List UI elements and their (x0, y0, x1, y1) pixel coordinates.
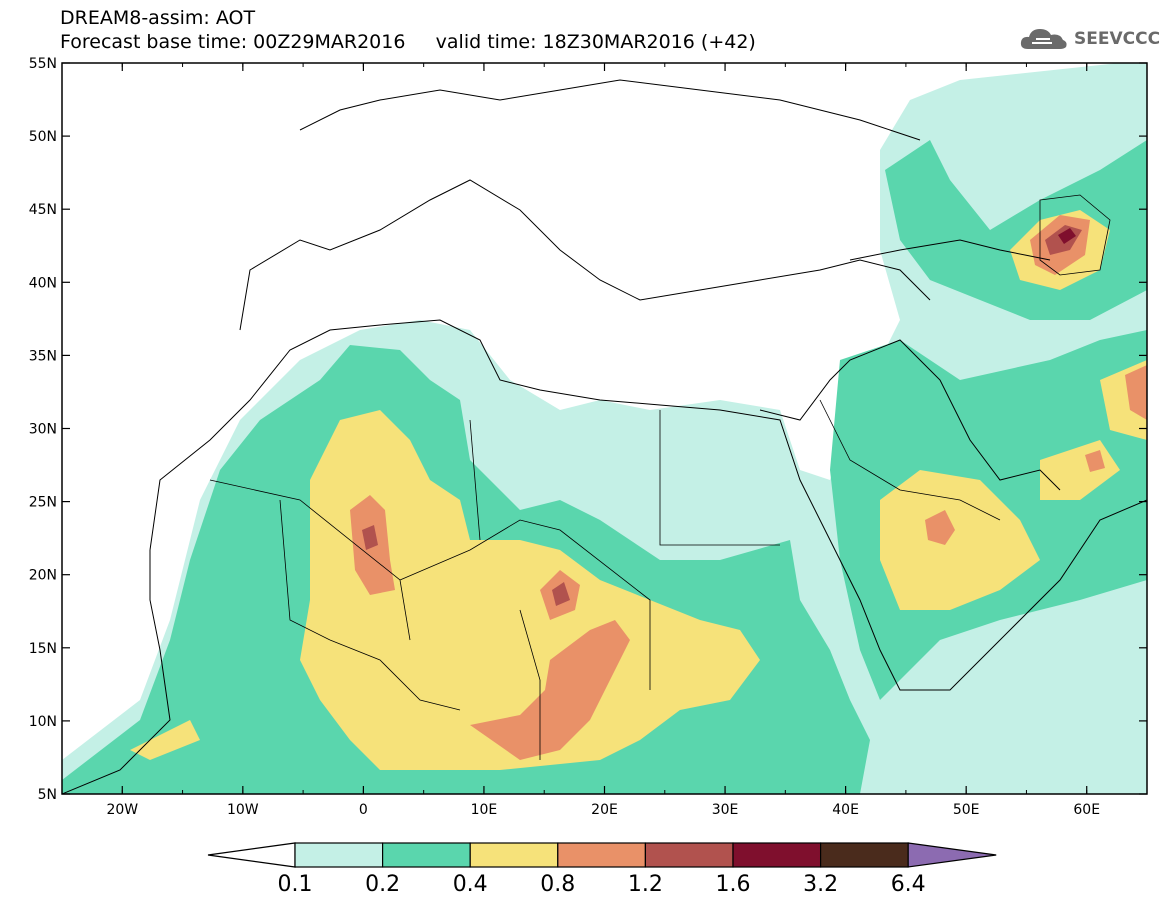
colorbar-swatch (294, 842, 384, 868)
colorbar-legend: 0.1 0.2 0.4 0.8 1.2 1.6 3.2 6.4 (207, 842, 997, 897)
colorbar-label: 1.6 (716, 872, 751, 897)
lon-tick-label: 30E (712, 802, 739, 818)
colorbar-label: 0.1 (278, 872, 313, 897)
colorbar-min-arrow (207, 842, 296, 868)
aot-band-0.4-0.8 (130, 210, 1147, 770)
lat-tick-label: 45N (29, 202, 57, 218)
lat-tick-label: 20N (29, 568, 57, 584)
colorbar-swatch (557, 842, 646, 868)
colorbar-swatch (382, 842, 471, 868)
colorbar-swatch (469, 842, 559, 868)
cloud-icon (1020, 29, 1067, 49)
lon-tick-label: 20E (591, 802, 618, 818)
lat-tick-label: 40N (29, 275, 57, 291)
colorbar-max-arrow (907, 842, 997, 868)
coastlines (62, 79, 1147, 794)
lon-tick-label: 60E (1073, 802, 1100, 818)
lat-tick-label: 50N (29, 129, 57, 145)
lat-tick-label: 10N (29, 714, 57, 730)
colorbar-swatch (819, 842, 909, 868)
colorbar-label: 0.4 (453, 872, 488, 897)
lat-tick-label: 15N (29, 641, 57, 657)
colorbar-swatch (732, 842, 822, 868)
lat-tick-label: 5N (38, 787, 57, 803)
colorbar-label: 6.4 (891, 872, 926, 897)
latitude-axis: 55N 50N 45N 40N 35N 30N 25N 20N 15N 10N 5N (29, 56, 1147, 803)
longitude-axis: 20W 10W 0 10E 20E 30E 40E 50E 60E (61, 63, 1148, 818)
seevccc-logo: SEEVCCC (1018, 25, 1160, 53)
colorbar-label: 0.2 (365, 872, 400, 897)
colorbar-label: 1.2 (628, 872, 663, 897)
map-title: DREAM8-assim: AOT (60, 7, 256, 29)
lon-tick-label: 20W (106, 802, 138, 818)
lat-tick-label: 25N (29, 495, 57, 511)
lat-tick-label: 55N (29, 56, 57, 72)
lat-tick-label: 35N (29, 348, 57, 364)
lat-tick-label: 30N (29, 422, 57, 438)
lon-tick-label: 10W (227, 802, 259, 818)
country-borders (209, 194, 1111, 760)
lon-tick-label: 50E (953, 802, 980, 818)
aot-band-1.6-3.2 (1058, 228, 1076, 244)
colorbar-label: 3.2 (803, 872, 838, 897)
forecast-time-subtitle: Forecast base time: 00Z29MAR2016 valid t… (60, 31, 756, 53)
colorbar-label: 0.8 (540, 872, 575, 897)
lon-tick-label: 0 (359, 802, 368, 818)
colorbar-swatch (644, 842, 734, 868)
logo-text: SEEVCCC (1074, 29, 1161, 49)
aot-contour-fields (62, 63, 1147, 794)
lon-tick-label: 10E (471, 802, 498, 818)
lon-tick-label: 40E (832, 802, 859, 818)
